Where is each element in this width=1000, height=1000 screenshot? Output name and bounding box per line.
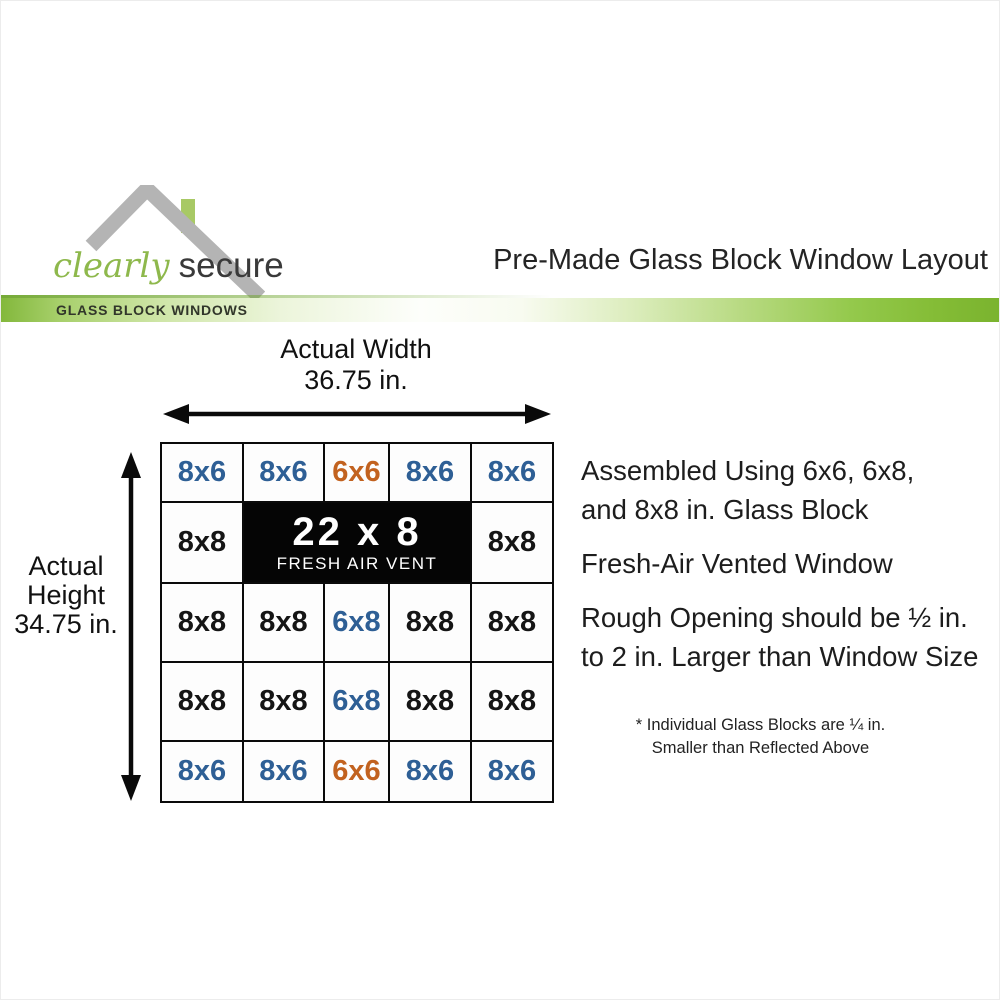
fresh-air-vent-block: 22 x 8 FRESH AIR VENT <box>244 503 470 582</box>
width-dimension-label: Actual Width 36.75 in. <box>171 334 541 396</box>
note-rough-opening: Rough Opening should be ½ in. to 2 in. L… <box>581 598 999 676</box>
note-assembled-line2: and 8x8 in. Glass Block <box>581 494 869 525</box>
grid-cell: 8x6 <box>390 444 470 501</box>
grid-cell: 8x8 <box>162 663 242 740</box>
grid-cell: 6x6 <box>325 742 388 801</box>
note-rough-line1: Rough Opening should be ½ in. <box>581 602 968 633</box>
grid-cell: 6x8 <box>325 663 388 740</box>
grid-cell: 8x6 <box>472 444 552 501</box>
brand-tagline: GLASS BLOCK WINDOWS <box>56 302 248 318</box>
page-title: Pre-Made Glass Block Window Layout <box>493 244 988 276</box>
brand-wordmark: clearly secure <box>53 246 284 286</box>
grid-cell: 8x6 <box>472 742 552 801</box>
grid-cell: 8x6 <box>162 742 242 801</box>
footnote-line2: Smaller than Reflected Above <box>651 739 870 757</box>
note-rough-line2: to 2 in. Larger than Window Size <box>581 641 979 672</box>
glass-block-grid: 8x6 8x6 6x6 8x6 8x6 8x8 22 x 8 FRESH AIR… <box>160 442 554 803</box>
grid-cell: 8x6 <box>390 742 470 801</box>
brand-green-bar <box>1 295 999 322</box>
grid-cell: 6x6 <box>325 444 388 501</box>
width-value-text: 36.75 in. <box>304 365 408 395</box>
roof-logo-icon <box>85 185 265 301</box>
grid-cell: 8x8 <box>244 584 323 661</box>
grid-cell: 8x8 <box>162 584 242 661</box>
grid-cell: 8x6 <box>162 444 242 501</box>
height-arrow-icon <box>121 452 141 801</box>
vent-size-text: 22 x 8 <box>292 510 422 554</box>
grid-cell: 8x6 <box>244 742 323 801</box>
brand-name-script: clearly <box>53 246 170 286</box>
height-label-line2: Height <box>26 580 106 610</box>
grid-cell: 8x8 <box>162 503 242 582</box>
grid-cell: 8x6 <box>244 444 323 501</box>
grid-cell: 6x8 <box>325 584 388 661</box>
note-assembled: Assembled Using 6x6, 6x8, and 8x8 in. Gl… <box>581 451 999 529</box>
grid-cell: 8x8 <box>390 663 470 740</box>
width-arrow-icon <box>163 404 551 424</box>
height-dimension-label: Actual Height 34.75 in. <box>1 552 131 639</box>
note-vented: Fresh-Air Vented Window <box>581 548 893 579</box>
grid-cell: 8x8 <box>472 663 552 740</box>
brand-name-rest: secure <box>178 246 284 285</box>
height-value-text: 34.75 in. <box>14 609 118 639</box>
grid-cell: 8x8 <box>244 663 323 740</box>
footnote: * Individual Glass Blocks are ¼ in. Smal… <box>593 714 928 760</box>
grid-cell: 8x8 <box>472 584 552 661</box>
grid-cell: 8x8 <box>390 584 470 661</box>
vent-label-text: FRESH AIR VENT <box>276 554 438 573</box>
width-label-text: Actual Width <box>280 334 432 364</box>
note-assembled-line1: Assembled Using 6x6, 6x8, <box>581 455 915 486</box>
footnote-line1: * Individual Glass Blocks are ¼ in. <box>635 716 886 734</box>
notes-block: Assembled Using 6x6, 6x8, and 8x8 in. Gl… <box>581 451 999 691</box>
height-label-line1: Actual <box>28 551 104 581</box>
grid-cell: 8x8 <box>472 503 552 582</box>
